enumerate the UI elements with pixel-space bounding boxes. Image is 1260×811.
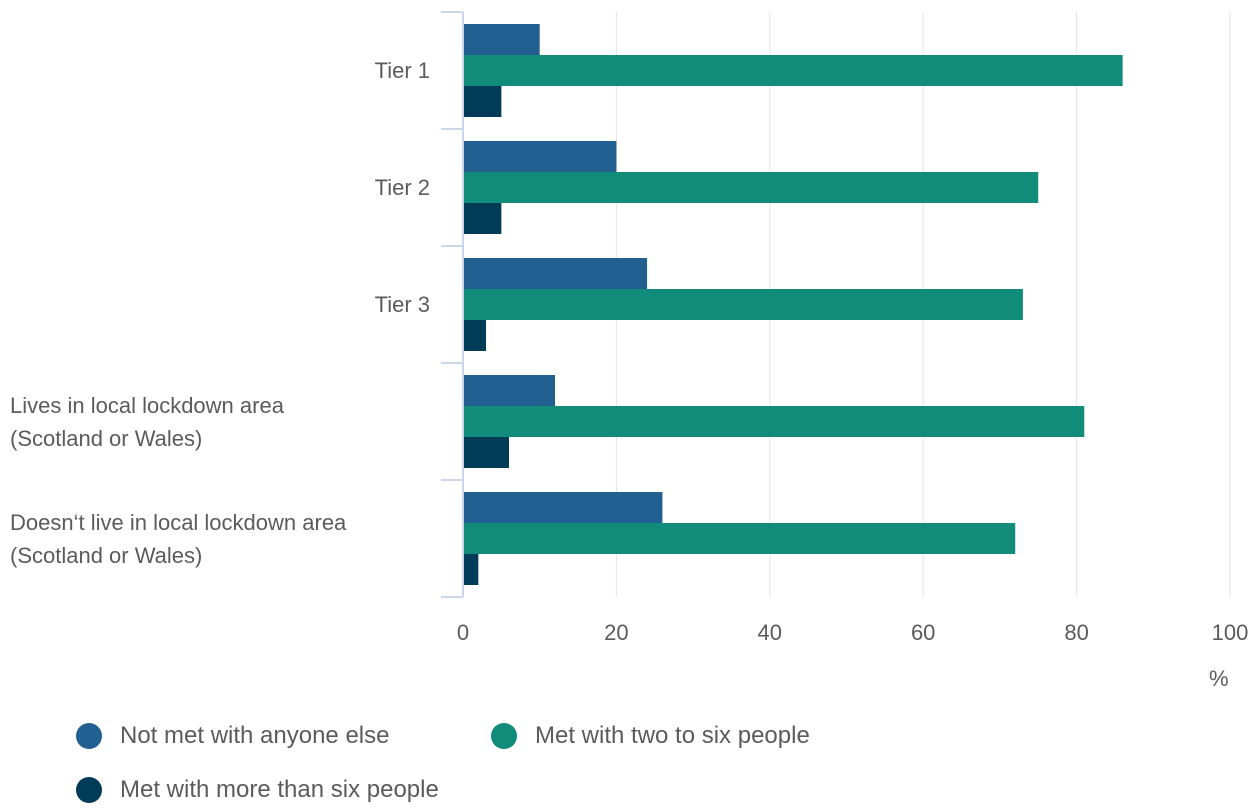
legend-marker-two-to-six-icon — [491, 723, 517, 749]
legend-marker-more-than-six-icon — [76, 777, 102, 803]
x-tick-label-20: 20 — [604, 620, 629, 645]
category-label-3: Tier 3 — [375, 288, 430, 321]
bar-1-series-3 — [464, 86, 502, 117]
category-label-line: (Scotland or Wales) — [10, 425, 203, 451]
x-tick-label-0: 0 — [456, 620, 470, 645]
bar-3-series-2 — [464, 289, 1023, 320]
legend-label-two-to-six: Met with two to six people — [535, 722, 810, 749]
bar-2-series-2 — [464, 172, 1039, 203]
bar-3-series-1 — [464, 258, 648, 289]
bar-4-series-3 — [464, 437, 510, 468]
legend-marker-not-met-icon — [76, 723, 102, 749]
bar-1-series-2 — [464, 55, 1123, 86]
bar-2-series-1 — [464, 141, 617, 172]
bar-1-series-1 — [464, 24, 540, 55]
category-label-line: (Scotland or Wales) — [10, 542, 203, 568]
x-axis-unit-label: % — [1209, 666, 1229, 691]
category-label-5: Doesn‘t live in local lockdown area (Scot… — [10, 506, 346, 572]
category-label-line: Doesn‘t live in local lockdown area — [10, 509, 347, 535]
legend-item-two-to-six[interactable]: Met with two to six people — [491, 722, 810, 750]
legend-item-more-than-six[interactable]: Met with more than six people — [76, 776, 439, 804]
category-label-line: Tier 2 — [374, 175, 430, 200]
x-tick-label-80: 80 — [1064, 620, 1089, 645]
bar-5-series-2 — [464, 523, 1016, 554]
category-label-line: Tier 1 — [374, 58, 430, 83]
x-tick-label-100: 100 — [1211, 620, 1249, 645]
bar-3-series-3 — [464, 320, 487, 351]
category-label-4: Lives in local lockdown area (Scotland or… — [10, 389, 284, 455]
bar-4-series-2 — [464, 406, 1085, 437]
bar-5-series-3 — [464, 554, 479, 585]
x-tick-label-60: 60 — [910, 620, 936, 645]
bar-4-series-1 — [464, 375, 556, 406]
bar-2-series-3 — [464, 203, 502, 234]
category-label-1: Tier 1 — [375, 54, 430, 87]
bar-5-series-1 — [464, 492, 663, 523]
legend-item-not-met[interactable]: Not met with anyone else — [76, 722, 389, 750]
x-tick-label-40: 40 — [757, 620, 783, 645]
category-label-line: Lives in local lockdown area — [10, 392, 284, 418]
legend-label-not-met: Not met with anyone else — [120, 722, 390, 749]
category-label-line: Tier 3 — [374, 292, 430, 317]
category-label-2: Tier 2 — [375, 171, 430, 204]
legend-label-more-than-six: Met with more than six people — [120, 776, 439, 803]
